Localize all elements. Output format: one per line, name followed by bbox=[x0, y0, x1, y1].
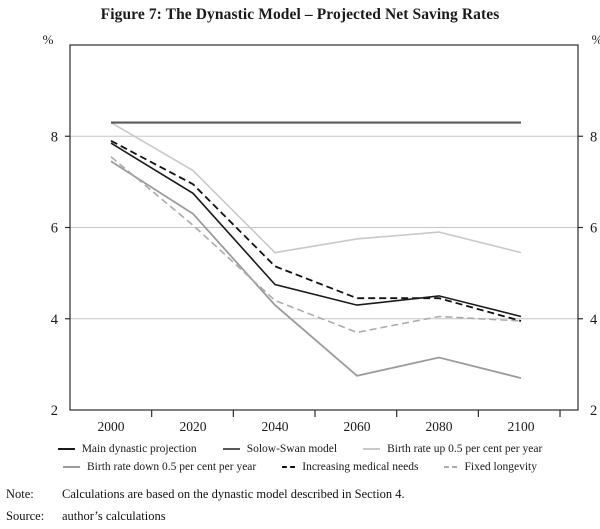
legend-item-solow-swan: Solow-Swan model bbox=[222, 443, 338, 455]
legend-label: Birth rate down 0.5 per cent per year bbox=[87, 461, 257, 473]
birth-rate-down-line-swatch-icon bbox=[63, 466, 80, 468]
source-row: Source: author’s calculations bbox=[6, 509, 594, 524]
increasing-medical-needs-line-swatch-icon bbox=[282, 466, 296, 468]
x-axis-label: 2040 bbox=[262, 419, 289, 434]
legend-item-main-dynastic: Main dynastic projection bbox=[57, 443, 197, 455]
legend-item-medical-needs: Increasing medical needs bbox=[282, 461, 418, 473]
y-axis-label-left: 6 bbox=[51, 221, 58, 237]
y-axis-label-right: 2 bbox=[590, 403, 597, 419]
y-axis-label-right: 4 bbox=[590, 312, 598, 328]
legend-label: Main dynastic projection bbox=[81, 443, 197, 455]
note-text: Calculations are based on the dynastic m… bbox=[62, 487, 405, 501]
y-unit-label-left: % bbox=[43, 32, 54, 47]
y-axis-label-left: 4 bbox=[51, 312, 59, 328]
series-line-6 bbox=[110, 156, 522, 334]
x-axis-label: 2100 bbox=[508, 419, 535, 434]
legend-item-fixed-longevity: Fixed longevity bbox=[444, 461, 537, 473]
solow-swan-line-swatch-icon bbox=[222, 448, 240, 450]
birth-rate-up-line-swatch-icon bbox=[363, 448, 381, 450]
legend-label: Birth rate up 0.5 per cent per year bbox=[387, 443, 543, 455]
y-axis-label-left: 2 bbox=[51, 403, 58, 419]
series-line-5 bbox=[110, 140, 522, 322]
main-dynastic-line-swatch-icon bbox=[57, 448, 75, 450]
legend-label: Increasing medical needs bbox=[302, 461, 419, 473]
source-text: author’s calculations bbox=[62, 509, 166, 523]
note-row: Note: Calculations are based on the dyna… bbox=[6, 487, 594, 502]
series-line-1 bbox=[110, 142, 522, 318]
fixed-longevity-line-swatch-icon bbox=[444, 466, 458, 468]
legend-row-1: Main dynastic projection Solow-Swan mode… bbox=[0, 443, 600, 455]
series-line-3 bbox=[110, 121, 522, 254]
y-axis-label-right: 8 bbox=[590, 129, 597, 145]
chart-area: 2 2 4 4 6 6 8 8%% 2000 2020 2040 2060 2080 2100 bbox=[43, 32, 600, 434]
y-axis-label-left: 8 bbox=[51, 129, 58, 145]
x-axis-label: 2060 bbox=[344, 419, 371, 434]
legend-label: Fixed longevity bbox=[464, 461, 537, 473]
legend-label: Solow-Swan model bbox=[246, 443, 338, 455]
legend-item-birth-rate-down: Birth rate down 0.5 per cent per year bbox=[63, 461, 256, 473]
y-unit-label-right: % bbox=[592, 32, 600, 47]
chart-svg: 2 2 4 4 6 6 8 8%% 2000 2020 2040 2060 2080 2100 bbox=[43, 32, 600, 434]
source-label: Source: bbox=[6, 509, 45, 523]
note-label: Note: bbox=[6, 487, 34, 501]
x-axis-label: 2000 bbox=[98, 419, 125, 434]
figure-title: Figure 7: The Dynastic Model – Projected… bbox=[100, 6, 500, 23]
legend-item-birth-rate-up: Birth rate up 0.5 per cent per year bbox=[363, 443, 542, 455]
series-line-4 bbox=[110, 160, 522, 379]
legend-row-2: Birth rate down 0.5 per cent per year In… bbox=[0, 461, 600, 473]
x-axis-label: 2080 bbox=[426, 419, 453, 434]
y-axis-label-right: 6 bbox=[590, 221, 597, 237]
chart-legend: Main dynastic projection Solow-Swan mode… bbox=[0, 443, 600, 479]
x-axis-label: 2020 bbox=[180, 419, 207, 434]
